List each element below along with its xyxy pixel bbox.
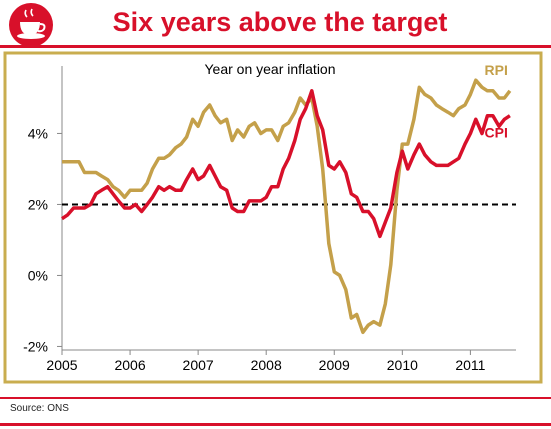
x-tick-label: 2010: [387, 357, 418, 373]
chart-frame: [3, 51, 543, 384]
x-tick-label: 2005: [46, 357, 77, 373]
bottom-rule: [0, 423, 551, 426]
y-tick-label: 2%: [28, 196, 48, 212]
rpi-line: [62, 78, 512, 335]
x-tick-label: 2008: [251, 357, 282, 373]
teacup-logo-icon: [9, 3, 53, 47]
y-tick-label: 4%: [28, 125, 48, 141]
rpi-label: RPI: [485, 62, 508, 78]
x-tick-label: 2007: [183, 357, 214, 373]
x-tick-label: 2009: [319, 357, 350, 373]
cpi-label: CPI: [485, 125, 508, 141]
footer-rule: [0, 397, 551, 399]
page-title: Six years above the target: [112, 7, 448, 37]
chart-title: Year on year inflation: [204, 61, 335, 77]
source-note: Source: ONS: [10, 403, 69, 414]
title-rule: [0, 45, 551, 48]
x-tick-label: 2006: [114, 357, 145, 373]
y-tick-label: -2%: [23, 338, 48, 354]
x-tick-label: 2011: [455, 357, 485, 373]
y-tick-label: 0%: [28, 267, 48, 283]
cpi-line: [61, 89, 511, 239]
inflation-chart: Year on year inflation -2% 0% 2% 4% 2005 200…: [3, 51, 543, 384]
